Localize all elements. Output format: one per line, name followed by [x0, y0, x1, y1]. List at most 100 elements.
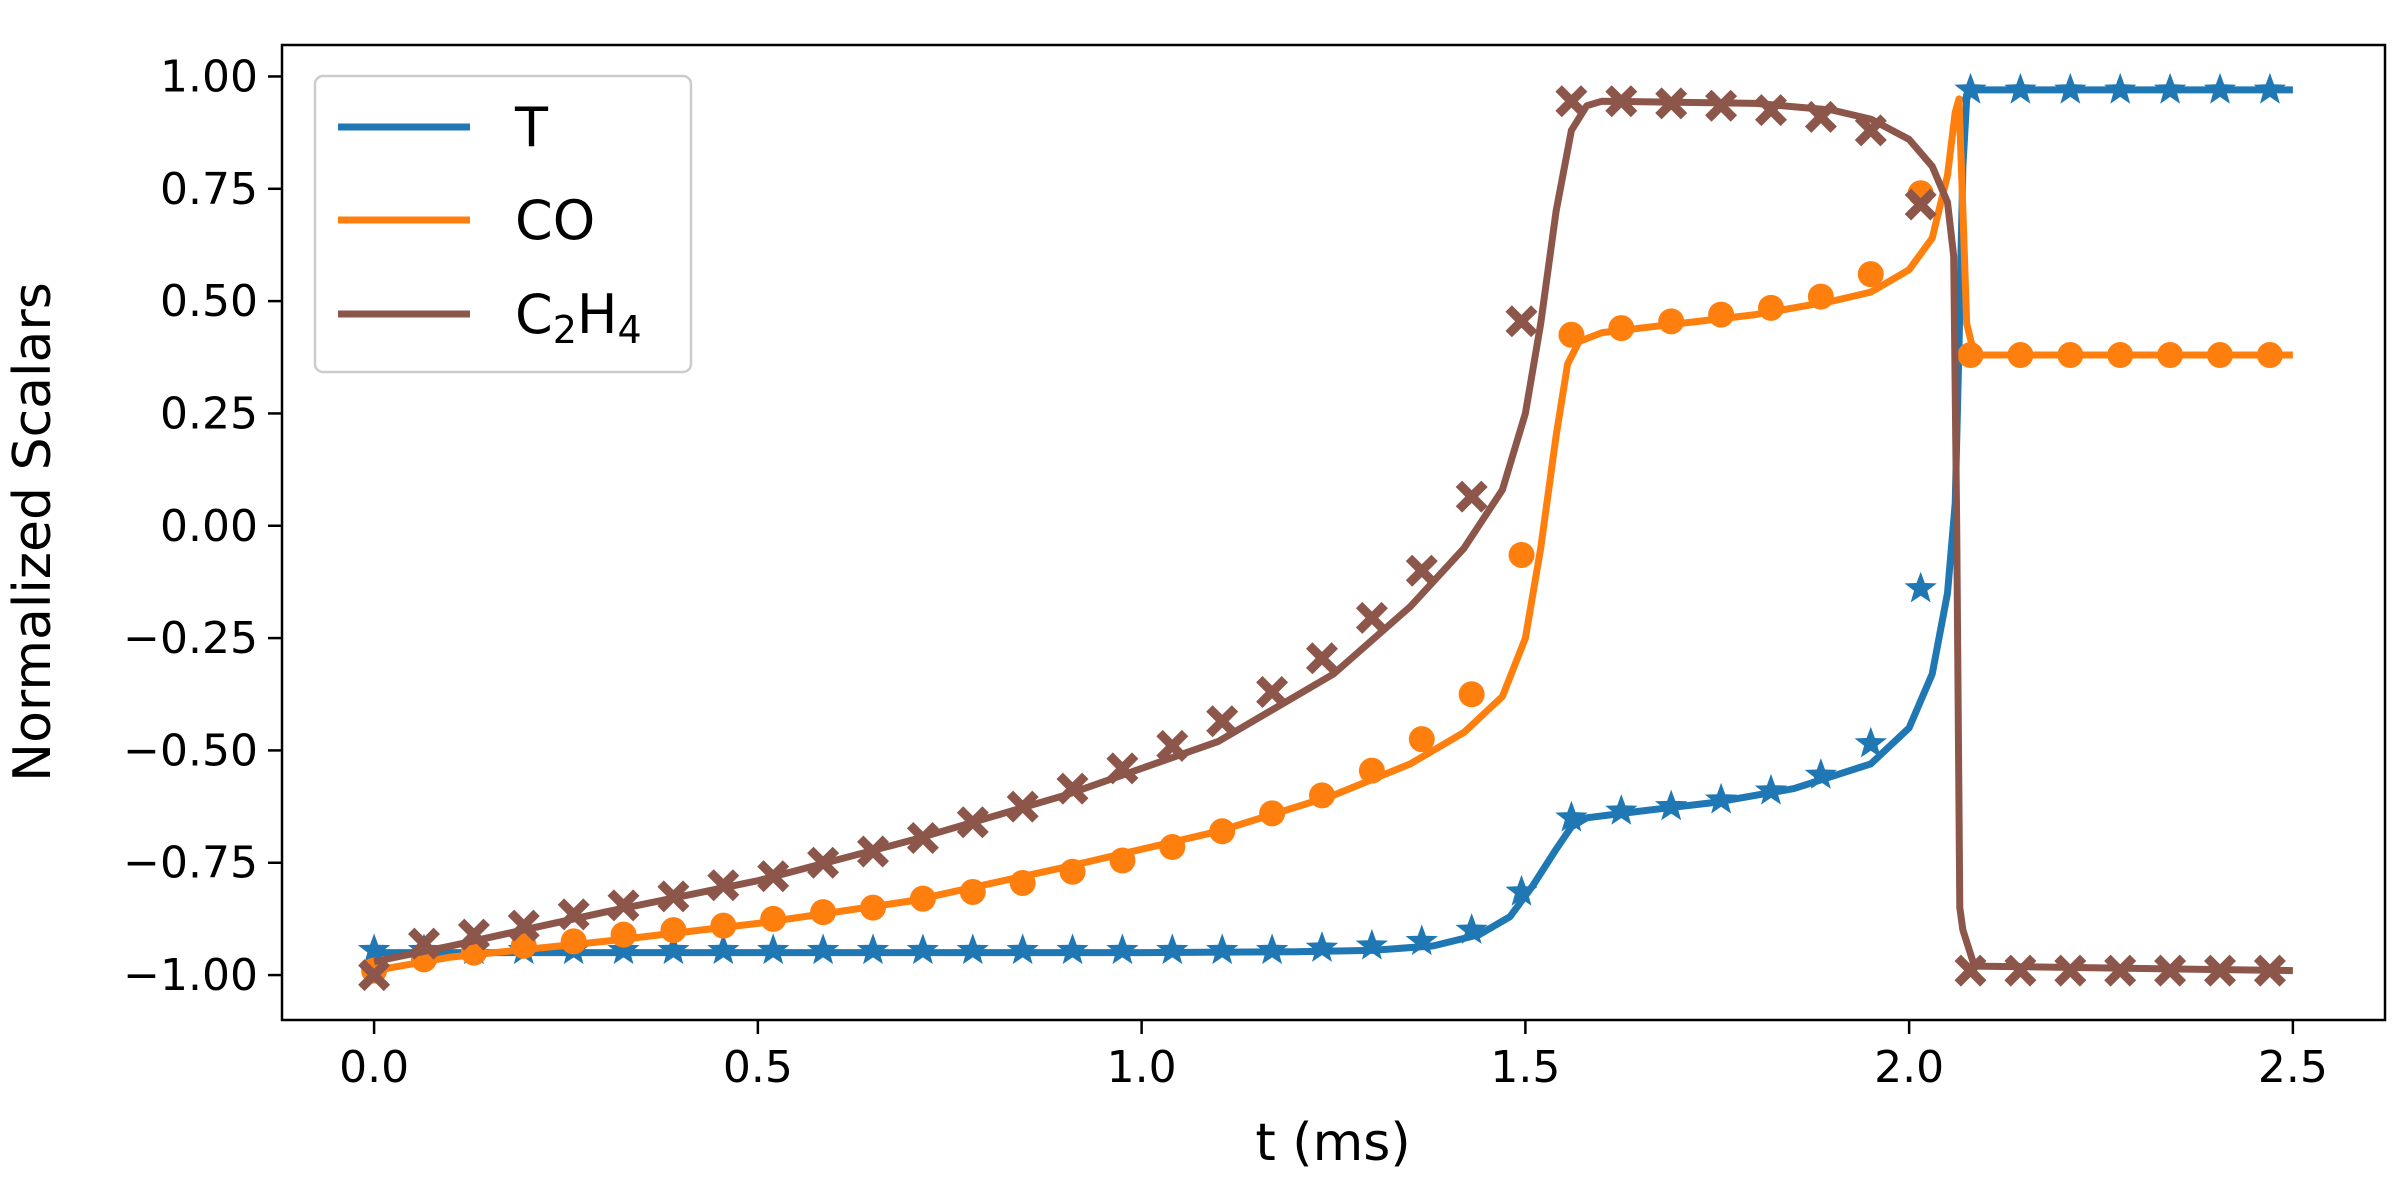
- data-point-t: [956, 933, 989, 965]
- data-point-t: [1555, 800, 1588, 832]
- data-point-co: [2157, 342, 2184, 369]
- data-point-t: [657, 933, 690, 965]
- data-point-c2h4: [1755, 94, 1787, 127]
- data-point-t: [1455, 913, 1488, 944]
- legend-c2h4-c: C: [515, 283, 553, 346]
- data-point-c2h4: [1306, 642, 1338, 675]
- series-co: [361, 95, 2293, 984]
- data-point-co: [2007, 342, 2034, 369]
- data-point-co: [959, 878, 986, 905]
- data-point-c2h4: [2154, 954, 2187, 987]
- y-tick-label: 0.75: [160, 164, 258, 215]
- y-tick-label: 0.50: [160, 276, 258, 327]
- data-point-c2h4: [1505, 305, 1538, 338]
- data-point-c2h4: [807, 846, 840, 879]
- y-axis-label: Normalized Scalars: [3, 282, 63, 782]
- data-point-t: [757, 933, 790, 965]
- data-point-c2h4: [358, 959, 391, 992]
- data-point-co: [710, 912, 737, 939]
- data-point-co: [1209, 818, 1236, 845]
- data-point-c2h4: [2004, 954, 2037, 987]
- data-point-t: [1405, 924, 1438, 956]
- data-point-co: [810, 899, 837, 926]
- data-point-c2h4: [1156, 729, 1189, 762]
- x-tick-label: 1.0: [1107, 1042, 1177, 1093]
- data-point-c2h4: [2253, 954, 2286, 987]
- data-point-co: [1458, 681, 1485, 708]
- data-point-t: [2104, 72, 2137, 104]
- data-point-t: [1206, 933, 1239, 965]
- data-point-t: [1605, 794, 1638, 825]
- data-point-co: [1109, 847, 1136, 874]
- data-point-co: [1159, 834, 1186, 861]
- legend-box: [313, 74, 693, 374]
- y-axis: 1.00 0.75 0.50 0.25 0.00 −0.25 −0.50 −0.75 −1.00: [123, 51, 282, 1001]
- data-point-c2h4: [607, 889, 640, 922]
- data-point-t: [1106, 933, 1139, 965]
- data-point-t: [2004, 72, 2037, 104]
- data-point-c2h4: [1455, 480, 1488, 513]
- data-point-co: [1757, 294, 1784, 321]
- data-point-t: [357, 933, 391, 965]
- data-point-c2h4: [757, 860, 790, 893]
- legend-c2h4-sub-2: 2: [553, 308, 577, 352]
- legend-label-t: T: [514, 96, 549, 159]
- data-point-co: [1807, 283, 1834, 310]
- y-tick-label: −0.25: [123, 613, 258, 664]
- data-point-t: [1255, 933, 1289, 965]
- data-point-co: [760, 905, 787, 932]
- data-point-t: [806, 933, 840, 965]
- data-point-c2h4: [1106, 752, 1139, 785]
- data-point-t: [1156, 933, 1189, 965]
- y-tick-label: 0.25: [160, 388, 258, 439]
- data-point-co: [1957, 342, 1984, 369]
- x-tick-label: 2.5: [2258, 1042, 2328, 1093]
- data-point-c2h4: [707, 869, 740, 902]
- legend-label-c2h4: C2H4: [515, 283, 642, 352]
- data-point-t: [1904, 571, 1937, 603]
- data-point-t: [1954, 72, 1987, 104]
- data-point-c2h4: [1904, 188, 1937, 221]
- plot-area: [357, 72, 2293, 992]
- data-point-co: [2256, 342, 2283, 369]
- data-point-t: [1655, 789, 1688, 821]
- data-point-c2h4: [1056, 772, 1089, 805]
- x-tick-label: 0.5: [723, 1042, 793, 1093]
- data-point-co: [1508, 541, 1535, 568]
- data-point-c2h4: [1705, 89, 1738, 122]
- x-axis: 0.0 0.5 1.0 1.5 2.0 2.5: [339, 1020, 2328, 1093]
- data-point-c2h4: [956, 806, 989, 839]
- data-point-c2h4: [2054, 954, 2087, 987]
- x-tick-label: 0.0: [339, 1042, 409, 1093]
- data-point-t: [1305, 931, 1339, 962]
- x-axis-label: t (ms): [1255, 1113, 1410, 1173]
- data-point-c2h4: [557, 898, 590, 931]
- data-point-t: [2203, 72, 2237, 104]
- data-point-co: [909, 885, 936, 912]
- data-point-co: [560, 928, 587, 955]
- data-point-co: [1009, 869, 1036, 896]
- y-tick-label: −1.00: [123, 950, 258, 1001]
- x-tick-label: 2.0: [1874, 1042, 1944, 1093]
- data-point-co: [1708, 301, 1735, 328]
- data-point-t: [1006, 933, 1039, 965]
- plot-frame: [280, 43, 2387, 1022]
- data-point-c2h4: [1006, 790, 1039, 823]
- data-point-c2h4: [2204, 954, 2236, 987]
- data-point-t: [1854, 726, 1887, 758]
- data-point-co: [2057, 342, 2084, 369]
- data-point-c2h4: [1256, 676, 1289, 708]
- legend: T CO C2H4: [313, 74, 693, 374]
- data-point-t: [856, 933, 890, 965]
- data-point-c2h4: [657, 880, 690, 913]
- data-point-c2h4: [857, 835, 889, 868]
- data-point-c2h4: [2104, 954, 2137, 987]
- y-tick-label: −0.50: [123, 725, 258, 776]
- legend-c2h4-sub-4: 4: [618, 308, 642, 352]
- data-point-t: [1505, 874, 1538, 906]
- data-point-co: [660, 917, 687, 944]
- data-point-co: [1358, 757, 1385, 784]
- data-point-co: [1408, 726, 1435, 753]
- data-point-t: [1754, 773, 1788, 805]
